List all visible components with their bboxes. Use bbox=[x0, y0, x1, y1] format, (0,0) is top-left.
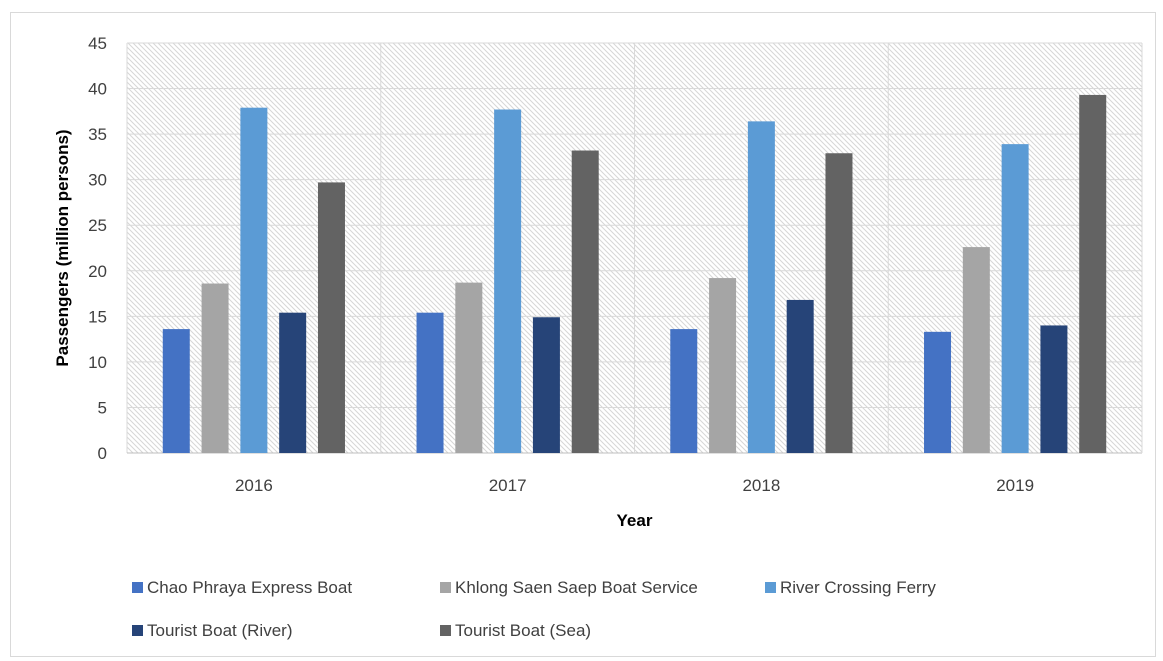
bar bbox=[201, 283, 229, 453]
y-axis-title: Passengers (million persons) bbox=[53, 129, 72, 366]
bar bbox=[1040, 325, 1068, 453]
bar bbox=[240, 107, 268, 453]
bar bbox=[494, 109, 522, 453]
y-tick-label: 25 bbox=[88, 216, 107, 235]
legend-label: Tourist Boat (River) bbox=[147, 621, 292, 640]
legend-label: Khlong Saen Saep Boat Service bbox=[455, 578, 698, 597]
bar bbox=[416, 312, 444, 453]
legend-label: Chao Phraya Express Boat bbox=[147, 578, 352, 597]
bar bbox=[1001, 144, 1029, 453]
y-tick-label: 35 bbox=[88, 125, 107, 144]
x-tick-label: 2018 bbox=[742, 476, 780, 495]
y-tick-label: 5 bbox=[98, 398, 107, 417]
y-tick-label: 15 bbox=[88, 307, 107, 326]
y-tick-label: 10 bbox=[88, 353, 107, 372]
x-axis-title: Year bbox=[617, 511, 653, 530]
y-tick-label: 45 bbox=[88, 34, 107, 53]
bars bbox=[162, 94, 1107, 453]
bar bbox=[825, 153, 853, 453]
bar bbox=[162, 329, 190, 453]
bar bbox=[279, 312, 307, 453]
legend-swatch bbox=[440, 582, 451, 593]
bar bbox=[317, 182, 345, 453]
x-axis-ticks: 2016 2017 2018 2019 bbox=[235, 476, 1034, 495]
legend-swatch bbox=[132, 582, 143, 593]
bar bbox=[786, 299, 814, 453]
y-tick-label: 40 bbox=[88, 80, 107, 99]
bar bbox=[670, 329, 698, 453]
legend-swatch bbox=[132, 625, 143, 636]
y-tick-label: 20 bbox=[88, 262, 107, 281]
y-axis-ticks: 0 5 10 15 20 25 30 35 40 45 bbox=[88, 34, 107, 463]
bar bbox=[962, 247, 990, 453]
bar bbox=[455, 282, 483, 453]
legend-label: Tourist Boat (Sea) bbox=[455, 621, 591, 640]
bar bbox=[747, 121, 775, 453]
legend-swatch bbox=[440, 625, 451, 636]
x-tick-label: 2017 bbox=[489, 476, 527, 495]
legend: Chao Phraya Express Boat Khlong Saen Saep… bbox=[132, 578, 936, 640]
y-tick-label: 0 bbox=[98, 444, 107, 463]
bar bbox=[571, 150, 599, 453]
legend-label: River Crossing Ferry bbox=[780, 578, 936, 597]
y-tick-label: 30 bbox=[88, 171, 107, 190]
bar bbox=[1079, 94, 1107, 453]
x-tick-label: 2019 bbox=[996, 476, 1034, 495]
bar bbox=[532, 317, 560, 453]
x-tick-label: 2016 bbox=[235, 476, 273, 495]
bar bbox=[924, 331, 952, 453]
bar bbox=[709, 278, 737, 453]
legend-swatch bbox=[765, 582, 776, 593]
